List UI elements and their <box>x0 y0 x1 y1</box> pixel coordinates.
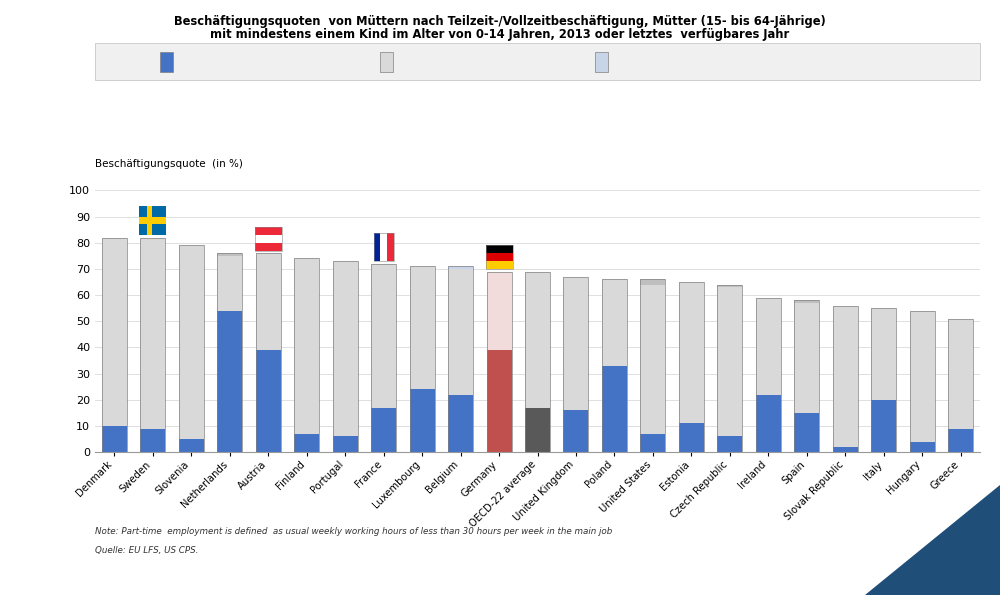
Bar <box>371 264 396 408</box>
Bar <box>602 280 627 366</box>
Bar <box>948 319 973 452</box>
Bar <box>717 437 742 452</box>
Bar <box>256 350 281 452</box>
Bar <box>102 237 127 452</box>
Text: Teilzeit (in %): Teilzeit (in %) <box>176 57 246 67</box>
Bar <box>640 280 665 284</box>
Bar <box>256 253 281 452</box>
Text: Beschäftigungsquoten  von Müttern nach Teilzeit-/Vollzeitbeschäftigung, Mütter (: Beschäftigungsquoten von Müttern nach Te… <box>174 15 826 28</box>
Bar <box>179 245 204 452</box>
Bar <box>294 258 319 434</box>
Bar <box>448 267 473 269</box>
Bar <box>448 394 473 452</box>
Bar <box>833 447 858 452</box>
Bar <box>910 441 935 452</box>
Bar <box>871 308 896 400</box>
Bar <box>756 394 781 452</box>
Bar <box>102 237 127 426</box>
Bar <box>679 424 704 452</box>
Text: Vollzeit (in %): Vollzeit (in %) <box>396 57 468 67</box>
Bar <box>717 287 742 437</box>
Bar <box>217 256 242 311</box>
Bar <box>217 253 242 256</box>
Bar <box>448 269 473 394</box>
Bar <box>371 264 396 452</box>
Bar <box>294 434 319 452</box>
Bar <box>756 298 781 394</box>
Bar <box>794 300 819 452</box>
Bar <box>756 298 781 452</box>
Bar <box>333 261 358 437</box>
Bar <box>833 306 858 452</box>
Bar <box>602 280 627 452</box>
Bar <box>563 411 588 452</box>
Text: Note: Part-time  employment is defined  as usual weekly working hours of less th: Note: Part-time employment is defined as… <box>95 527 612 536</box>
Bar <box>640 284 665 434</box>
Bar <box>679 282 704 452</box>
Bar <box>448 267 473 269</box>
Bar <box>910 311 935 441</box>
Bar <box>833 306 858 447</box>
Bar <box>140 237 165 452</box>
Bar <box>717 284 742 452</box>
Bar <box>487 271 512 350</box>
Bar <box>217 253 242 452</box>
Bar <box>179 439 204 452</box>
Bar <box>679 282 704 424</box>
Bar <box>525 271 550 452</box>
Bar <box>410 267 435 452</box>
Text: Quelle: EU LFS, US CPS.: Quelle: EU LFS, US CPS. <box>95 546 198 555</box>
Bar <box>563 277 588 411</box>
Bar <box>717 284 742 287</box>
Bar <box>525 271 550 408</box>
Bar <box>179 245 204 439</box>
Bar <box>333 437 358 452</box>
Bar <box>487 271 512 452</box>
Bar <box>371 408 396 452</box>
Bar <box>640 434 665 452</box>
Bar <box>794 303 819 413</box>
Bar <box>948 319 973 428</box>
Text: Beschäftigungsquote  (in %): Beschäftigungsquote (in %) <box>95 159 243 169</box>
Bar <box>333 261 358 452</box>
Bar <box>294 258 319 452</box>
Bar <box>871 400 896 452</box>
Bar <box>640 280 665 452</box>
Bar <box>410 389 435 452</box>
Bar <box>487 350 512 452</box>
Bar <box>794 300 819 303</box>
Bar <box>794 413 819 452</box>
Text: mit mindestens einem Kind im Alter von 0-14 Jahren, 2013 oder letztes  verfügbar: mit mindestens einem Kind im Alter von 0… <box>210 28 790 41</box>
Bar <box>140 428 165 452</box>
Bar <box>910 311 935 452</box>
Bar <box>563 277 588 452</box>
Bar <box>602 366 627 452</box>
Text: Variable Arbeitszeiten/sonstige (in %): Variable Arbeitszeiten/sonstige (in %) <box>611 57 808 67</box>
Bar <box>448 267 473 452</box>
Bar <box>410 267 435 389</box>
Bar <box>525 408 550 452</box>
Bar <box>948 428 973 452</box>
Bar <box>140 237 165 428</box>
Bar <box>871 308 896 452</box>
Bar <box>256 253 281 350</box>
Bar <box>217 311 242 452</box>
Bar <box>102 426 127 452</box>
